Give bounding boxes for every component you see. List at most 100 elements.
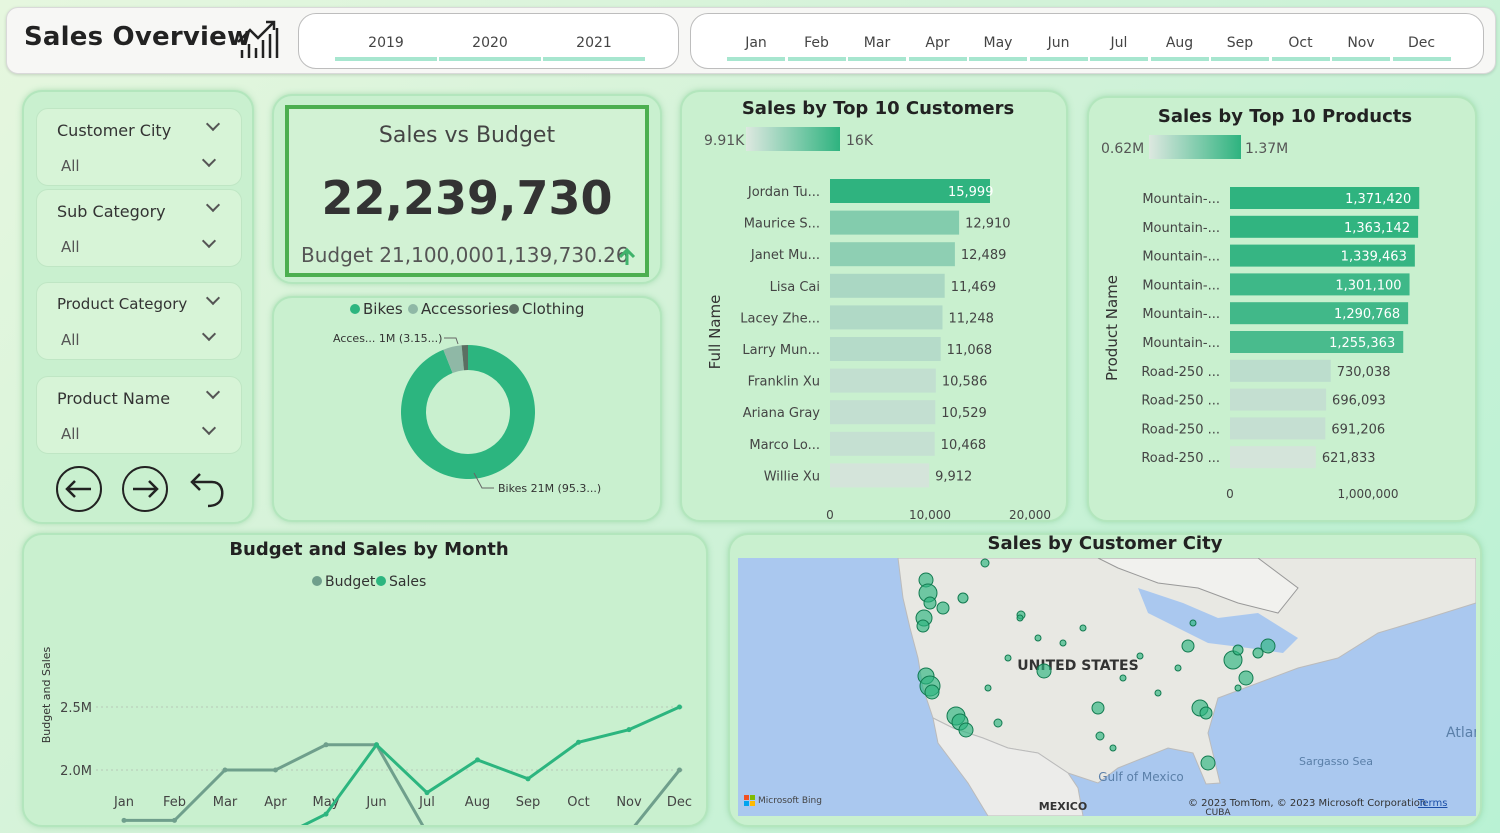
point-sales[interactable] — [475, 757, 480, 763]
city-bubble[interactable] — [1095, 731, 1105, 741]
bar-customer[interactable] — [830, 463, 930, 488]
city-bubble[interactable] — [958, 722, 974, 738]
bar-customer[interactable] — [830, 368, 936, 393]
chevron-down-icon[interactable] — [201, 233, 217, 249]
bar-customer[interactable] — [830, 210, 960, 235]
bar-customer[interactable] — [830, 431, 935, 456]
city-bubble[interactable] — [1232, 644, 1244, 656]
legend-budget[interactable]: Budget — [325, 574, 376, 590]
bar-customer[interactable] — [830, 242, 955, 267]
city-bubble[interactable] — [1181, 639, 1195, 653]
forward-button[interactable] — [122, 466, 168, 512]
bar-customer[interactable] — [830, 400, 936, 425]
bar-product[interactable] — [1230, 187, 1420, 209]
city-bubble[interactable] — [1109, 744, 1117, 752]
bar-product[interactable] — [1230, 388, 1327, 411]
terms-link[interactable]: Terms — [1417, 798, 1447, 809]
month-feb[interactable]: Feb — [804, 35, 829, 51]
month-apr[interactable]: Apr — [925, 35, 950, 51]
point-sales[interactable] — [677, 704, 682, 710]
filter-customer-city[interactable]: Customer City All — [36, 108, 242, 186]
bar-customer[interactable] — [830, 305, 943, 330]
point-budget[interactable] — [222, 767, 228, 773]
city-bubble[interactable] — [1200, 755, 1216, 771]
bar-product[interactable] — [1230, 417, 1326, 440]
city-bubble[interactable] — [1091, 701, 1105, 715]
city-bubble[interactable] — [1079, 624, 1087, 632]
city-bubble[interactable] — [1119, 674, 1127, 682]
chevron-down-icon[interactable] — [201, 420, 217, 436]
city-bubble[interactable] — [1252, 647, 1264, 659]
chevron-down-icon[interactable] — [201, 152, 217, 168]
filter-product-name[interactable]: Product Name All — [36, 376, 242, 454]
donut-slice-clothing[interactable] — [461, 345, 468, 371]
bar-product[interactable] — [1230, 302, 1409, 325]
bar-product[interactable] — [1230, 446, 1316, 469]
city-bubble[interactable] — [1016, 614, 1024, 622]
point-budget[interactable] — [172, 817, 177, 823]
month-nov[interactable]: Nov — [1347, 35, 1375, 51]
filter-value[interactable]: All — [61, 425, 80, 443]
legend-sales[interactable]: Sales — [389, 574, 426, 590]
point-budget[interactable] — [323, 742, 329, 748]
point-sales[interactable] — [626, 727, 632, 733]
bar-customer[interactable] — [830, 179, 990, 203]
filter-value[interactable]: All — [61, 157, 80, 175]
bar-product[interactable] — [1230, 331, 1404, 353]
bar-product[interactable] — [1230, 273, 1410, 296]
line-budget[interactable] — [124, 743, 681, 833]
bar-product[interactable] — [1230, 359, 1331, 382]
city-bubble[interactable] — [936, 601, 950, 615]
point-budget[interactable] — [677, 767, 682, 773]
month-mar[interactable]: Mar — [863, 35, 891, 51]
city-bubble[interactable] — [1136, 652, 1144, 660]
donut-slice-bikes[interactable] — [401, 345, 535, 479]
city-bubble[interactable] — [923, 596, 937, 610]
month-jan[interactable]: Jan — [745, 35, 767, 51]
city-bubble[interactable] — [1059, 639, 1067, 647]
city-bubble[interactable] — [1036, 663, 1052, 679]
filter-value[interactable]: All — [61, 331, 80, 349]
back-button[interactable] — [56, 466, 102, 512]
point-sales[interactable] — [323, 811, 329, 817]
filter-product-category[interactable]: Product Category All — [36, 282, 242, 360]
chevron-down-icon[interactable] — [205, 197, 221, 213]
legend-clothing[interactable]: Clothing — [522, 300, 584, 318]
year-2021[interactable]: 2021 — [576, 35, 612, 51]
donut-slice-accessories[interactable] — [443, 345, 464, 373]
point-budget[interactable] — [273, 767, 278, 773]
city-bubble[interactable] — [1260, 638, 1276, 654]
filter-value[interactable]: All — [61, 238, 80, 256]
point-sales[interactable] — [525, 776, 531, 782]
legend-accessories[interactable]: Accessories — [421, 300, 509, 318]
month-sep[interactable]: Sep — [1226, 35, 1254, 51]
point-budget[interactable] — [121, 817, 127, 823]
month-jun[interactable]: Jun — [1047, 35, 1070, 51]
chevron-down-icon[interactable] — [205, 290, 221, 306]
bar-customer[interactable] — [830, 273, 945, 298]
bar-product[interactable] — [1230, 215, 1419, 238]
city-bubble[interactable] — [1004, 654, 1012, 662]
point-sales[interactable] — [576, 739, 581, 745]
year-2020[interactable]: 2020 — [472, 35, 508, 51]
month-oct[interactable]: Oct — [1288, 35, 1313, 51]
chevron-down-icon[interactable] — [205, 116, 221, 132]
city-bubble[interactable] — [1234, 684, 1242, 692]
city-bubble[interactable] — [980, 558, 990, 568]
city-bubble[interactable] — [1154, 689, 1162, 697]
month-aug[interactable]: Aug — [1165, 35, 1194, 51]
city-bubble[interactable] — [916, 619, 930, 633]
city-bubble[interactable] — [984, 684, 992, 692]
bar-customer[interactable] — [830, 337, 941, 361]
legend-bikes[interactable]: Bikes — [363, 300, 403, 318]
point-sales[interactable] — [374, 742, 379, 748]
chevron-down-icon[interactable] — [201, 326, 217, 342]
city-bubble[interactable] — [1189, 619, 1197, 627]
filter-sub-category[interactable]: Sub Category All — [36, 189, 242, 267]
reset-icon[interactable] — [184, 468, 228, 512]
city-bubble[interactable] — [924, 684, 940, 700]
city-bubble[interactable] — [1174, 664, 1182, 672]
city-bubble[interactable] — [1199, 706, 1213, 720]
year-2019[interactable]: 2019 — [368, 35, 404, 51]
month-may[interactable]: May — [983, 35, 1013, 51]
